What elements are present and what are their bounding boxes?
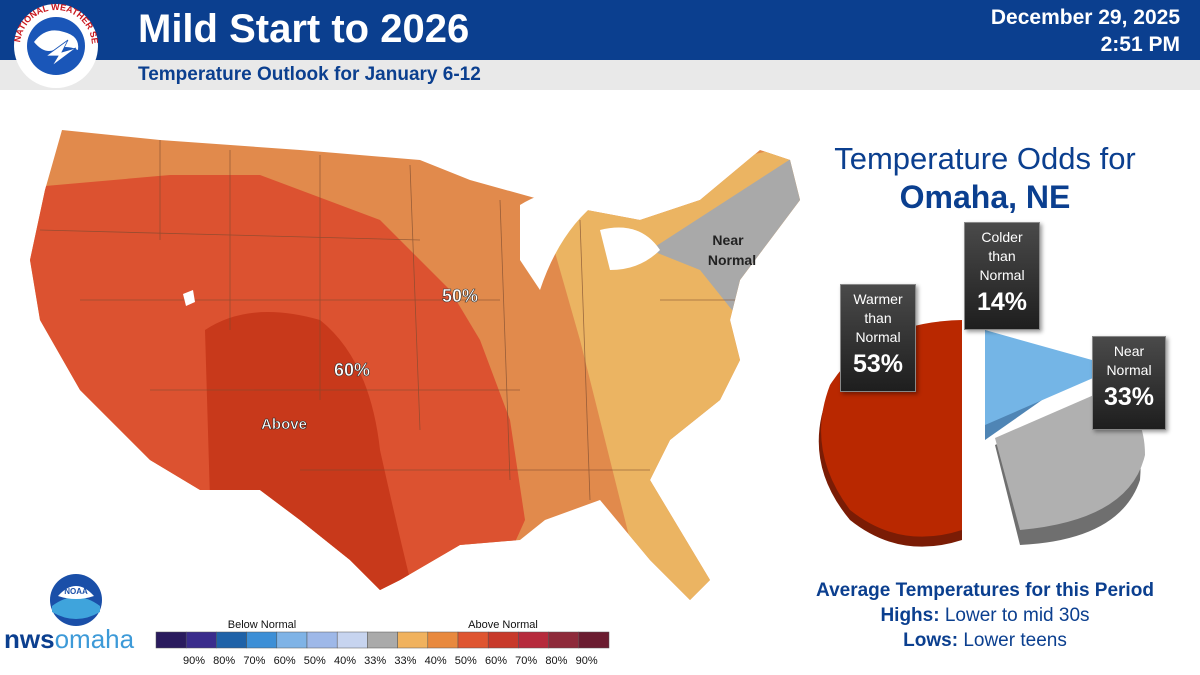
legend-tick-label: 50%: [304, 655, 326, 667]
callout-near: Near Normal 33%: [1092, 336, 1166, 430]
odds-location: Omaha, NE: [899, 179, 1071, 215]
legend-swatch: [306, 631, 338, 649]
header-bar: [0, 0, 1200, 60]
nws-brand-bold: nws: [4, 624, 55, 654]
subtitle-bar: [0, 60, 1200, 90]
legend-tick-label: 90%: [183, 655, 205, 667]
map-label-above: Above: [261, 416, 307, 433]
pie-slice-colder: [985, 330, 1100, 425]
page-title: Mild Start to 2026: [138, 7, 470, 51]
legend-swatch: [397, 631, 429, 649]
legend-swatch: [518, 631, 549, 649]
legend-swatch: [487, 631, 519, 649]
legend-swatch: [336, 631, 368, 649]
legend-tick-label: 40%: [334, 655, 356, 667]
legend-swatch: [427, 631, 459, 649]
legend-tick-label: 80%: [213, 655, 235, 667]
legend-tick-label: 40%: [425, 655, 447, 667]
callout-colder-l2: than: [988, 248, 1016, 264]
legend-scale: [155, 631, 610, 649]
legend-tick-label: 80%: [545, 655, 567, 667]
legend-swatch: [367, 631, 398, 649]
avg-lows: Lows: Lower teens: [780, 628, 1190, 653]
legend-swatch: [578, 631, 610, 649]
callout-near-l1: Near: [1113, 343, 1145, 359]
legend-tick-label: 50%: [455, 655, 477, 667]
legend-tick-label: 70%: [243, 655, 265, 667]
legend-swatch: [185, 631, 217, 649]
legend-swatch: [457, 631, 489, 649]
avg-lows-value: Lower teens: [963, 630, 1067, 651]
odds-title: Temperature Odds for Omaha, NE: [800, 140, 1170, 216]
callout-colder-l1: Colder: [981, 229, 1023, 245]
nws-omaha-brand: nwsomaha: [4, 624, 134, 655]
legend-tick-label: 33%: [394, 655, 416, 667]
map-label-60: 60%: [334, 360, 370, 380]
time-text: 2:51 PM: [1100, 33, 1180, 56]
callout-warmer-l3: Normal: [855, 329, 901, 345]
map-label-near-2: Normal: [708, 252, 756, 268]
date-text: December 29, 2025: [990, 6, 1180, 29]
callout-colder-l3: Normal: [979, 267, 1025, 283]
callout-near-l2: Normal: [1106, 362, 1152, 378]
legend-tick-label: 90%: [576, 655, 598, 667]
callout-warmer-pct: 53%: [852, 350, 904, 378]
callout-colder: Colder than Normal 14%: [964, 222, 1040, 330]
avg-heading: Average Temperatures for this Period: [816, 580, 1154, 601]
odds-title-line1: Temperature Odds for: [834, 141, 1136, 176]
legend-ticks: 90% 80% 70% 60% 50% 40% 33% 33% 40% 50% 60% 70% 80% 9…: [183, 655, 598, 667]
noaa-text: NOAA: [64, 587, 88, 596]
legend-swatch: [216, 631, 247, 649]
avg-highs-label: Highs:: [880, 605, 940, 626]
map-label-near-1: Near: [712, 232, 744, 248]
legend-swatch: [548, 631, 580, 649]
timestamp: December 29, 2025 2:51 PM: [991, 4, 1180, 58]
average-temps: Average Temperatures for this Period Hig…: [780, 578, 1190, 653]
legend-swatch: [276, 631, 308, 649]
nws-logo: NATIONAL WEATHER SERVICE: [6, 2, 100, 88]
map-label-50: 50%: [442, 286, 478, 306]
legend-tick-label: 33%: [364, 655, 386, 667]
page-subtitle: Temperature Outlook for January 6-12: [138, 64, 481, 85]
callout-warmer-l2: than: [864, 310, 892, 326]
legend-swatch: [246, 631, 278, 649]
odds-pie-chart: [818, 320, 1145, 547]
legend-above-label: Above Normal: [468, 619, 538, 631]
callout-warmer-l1: Warmer: [853, 291, 903, 307]
nws-brand-light: omaha: [54, 624, 135, 654]
callout-near-pct: 33%: [1103, 383, 1155, 411]
legend-tick-label: 70%: [515, 655, 537, 667]
legend-below-label: Below Normal: [228, 619, 296, 631]
callout-warmer: Warmer than Normal 53%: [840, 284, 916, 392]
avg-highs-value: Lower to mid 30s: [944, 605, 1090, 626]
avg-highs: Highs: Lower to mid 30s: [780, 603, 1190, 628]
callout-colder-pct: 14%: [976, 288, 1028, 316]
legend-swatch: [155, 631, 187, 649]
legend-tick-label: 60%: [274, 655, 296, 667]
legend-tick-label: 60%: [485, 655, 507, 667]
avg-lows-label: Lows:: [903, 630, 959, 651]
